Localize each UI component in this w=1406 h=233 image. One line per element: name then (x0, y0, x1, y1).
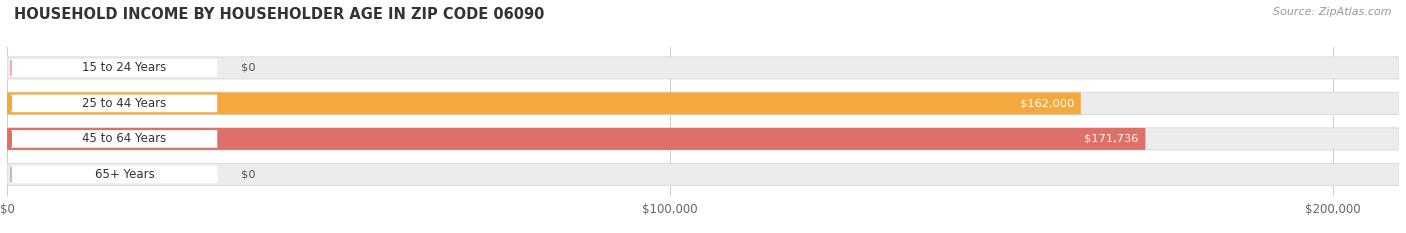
FancyBboxPatch shape (11, 130, 217, 148)
FancyBboxPatch shape (7, 128, 1146, 150)
FancyBboxPatch shape (7, 163, 1399, 185)
Text: HOUSEHOLD INCOME BY HOUSEHOLDER AGE IN ZIP CODE 06090: HOUSEHOLD INCOME BY HOUSEHOLDER AGE IN Z… (14, 7, 544, 22)
Text: 65+ Years: 65+ Years (94, 168, 155, 181)
Text: $171,736: $171,736 (1084, 134, 1139, 144)
FancyBboxPatch shape (11, 95, 217, 112)
FancyBboxPatch shape (7, 93, 1399, 114)
FancyBboxPatch shape (7, 93, 1081, 114)
FancyBboxPatch shape (7, 128, 1399, 150)
Text: $0: $0 (240, 169, 256, 179)
FancyBboxPatch shape (11, 59, 217, 77)
Text: $162,000: $162,000 (1019, 98, 1074, 108)
Text: 15 to 24 Years: 15 to 24 Years (83, 62, 167, 74)
FancyBboxPatch shape (7, 57, 1399, 79)
Text: $0: $0 (240, 63, 256, 73)
Text: 25 to 44 Years: 25 to 44 Years (83, 97, 167, 110)
FancyBboxPatch shape (11, 166, 217, 183)
Text: 45 to 64 Years: 45 to 64 Years (83, 132, 167, 145)
Text: Source: ZipAtlas.com: Source: ZipAtlas.com (1274, 7, 1392, 17)
